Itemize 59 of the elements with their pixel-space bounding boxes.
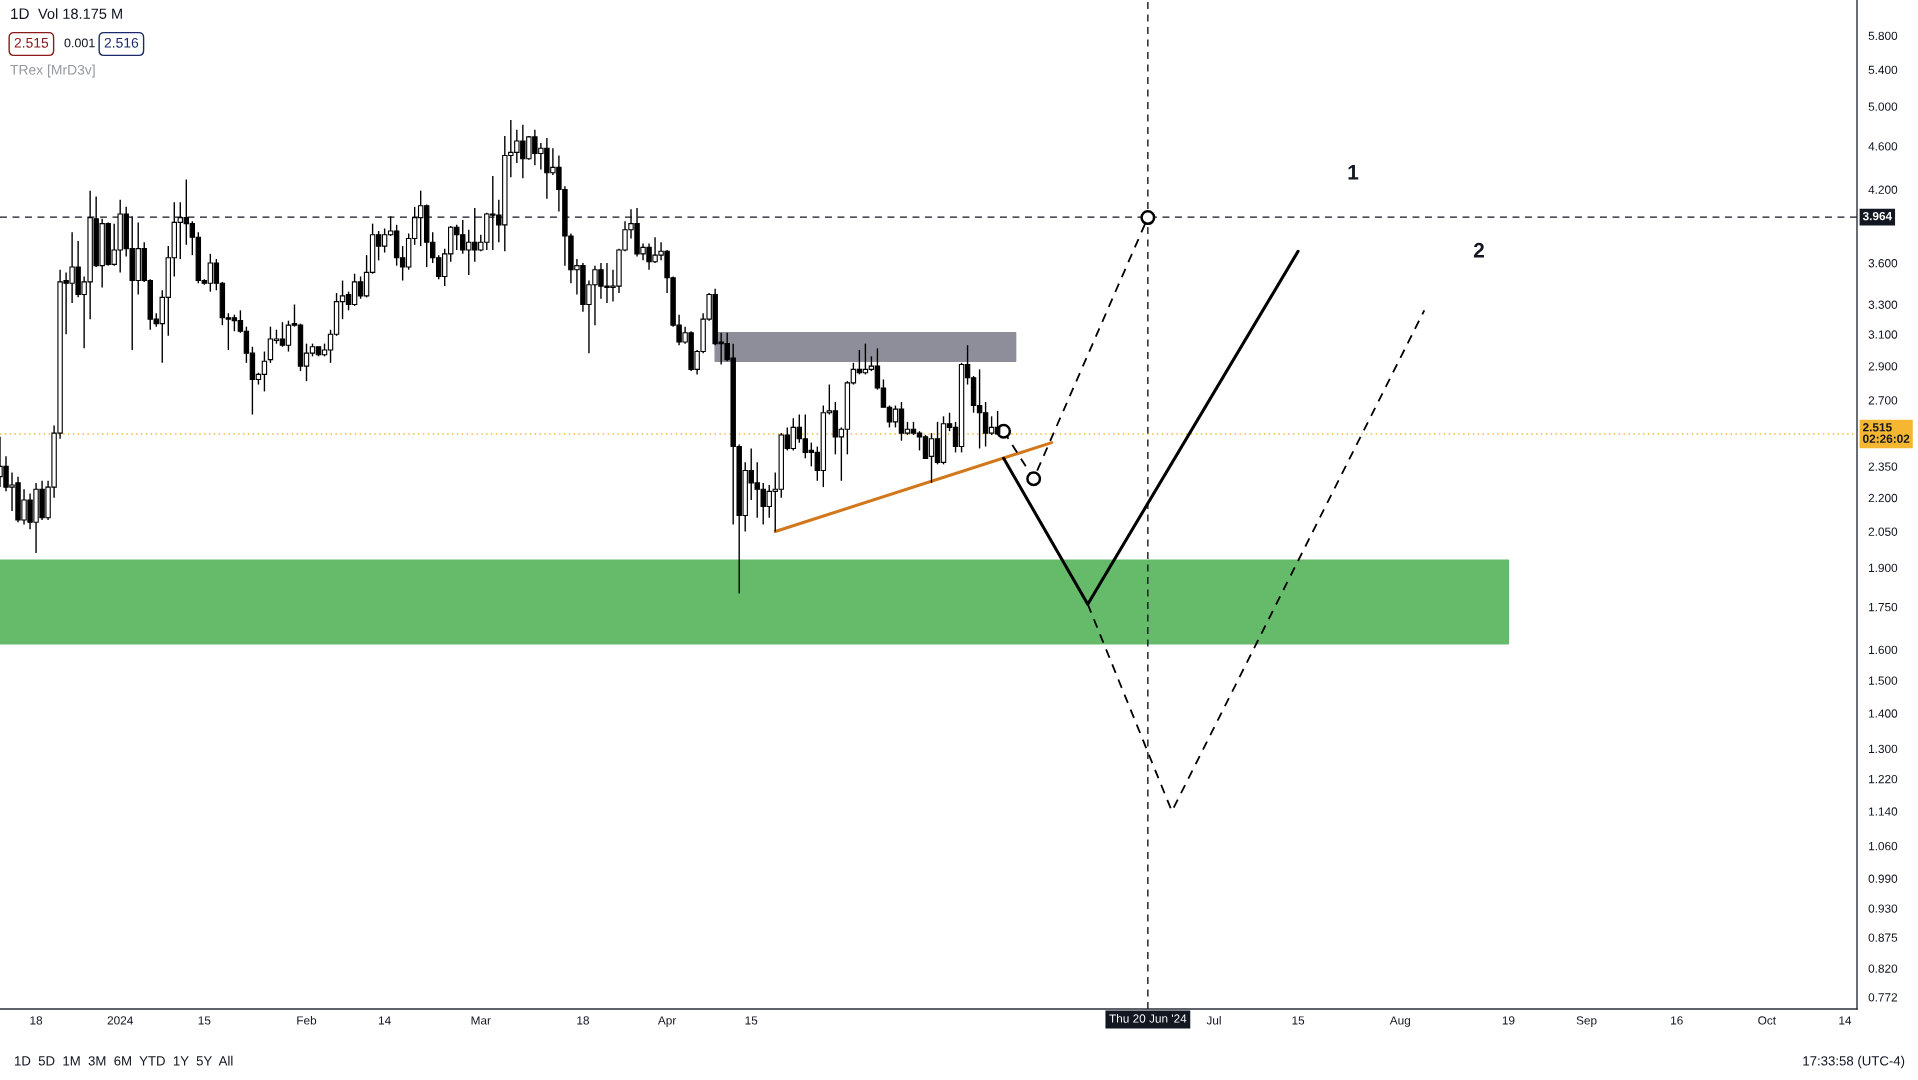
annotation: 2 [1473,242,1484,258]
y-tick-label: 2.900 [1868,362,1898,371]
text: 1D 5D 1M 3M 6M YTD 1Y 5Y All [15,1055,233,1066]
ref-line-label: 3.964 [1862,211,1893,221]
y-tick-label: 1.600 [1869,645,1898,655]
annotation: 2.516 [104,37,139,48]
point [1140,210,1156,226]
x-tick-label: Mar [471,1016,491,1025]
x-tick-label: 15 [198,1016,211,1025]
y-tick-label: 2.050 [1868,527,1898,536]
annotation: Vol 18.175 M [38,8,122,19]
y-tick-label: 2.200 [1868,493,1898,503]
annotation: 2.515 [14,37,49,48]
x-tick-label: 15 [1292,1016,1305,1025]
x-tick-label: Apr [657,1016,677,1027]
y-tick-label: 2.700 [1868,396,1898,405]
x-tick-label: 19 [1502,1016,1515,1025]
y-tick-label: 1.750 [1869,602,1898,612]
y-tick-label: 4.200 [1868,185,1898,194]
y-tick-label: 3.300 [1868,300,1898,309]
x-tick-label: Aug [1389,1016,1410,1027]
y-tick-label: 4.600 [1868,142,1898,151]
x-tick-label: 18 [577,1016,589,1025]
y-tick-label: 5.800 [1868,31,1898,41]
chart-title: 1D [11,8,29,19]
y-tick-label: 1.500 [1869,676,1898,685]
y-tick-label: 1.400 [1869,709,1898,718]
y-tick-label: 1.140 [1869,807,1898,816]
x-tick-label: 14 [1839,1016,1852,1025]
y-tick-label: 5.400 [1868,65,1898,75]
ref-line-label: Thu 20 Jun '24 [1109,1014,1187,1023]
x-tick-label: Jul [1206,1015,1221,1025]
y-tick-label: 0.820 [1868,964,1898,973]
y-tick-label: 2.350 [1868,462,1898,471]
x-tick-label: Oct [1758,1016,1776,1025]
y-tick-label: 1.300 [1869,744,1898,754]
y-tick-label: 0.772 [1868,993,1898,1002]
y-tick-label: 0.875 [1868,933,1898,942]
x-tick-label: Feb [297,1015,317,1025]
y-tick-label: 3.100 [1868,330,1898,339]
annotation: 1 [1348,165,1359,180]
y-tick-label: 1.220 [1869,774,1898,784]
x-tick-label: 2024 [107,1016,133,1025]
y-tick-label: 1.900 [1869,563,1898,573]
x-tick-label: 18 [30,1016,43,1025]
ref-line-label: 2.515 02:26:02 [1862,423,1910,443]
x-tick-label: Sep [1576,1016,1597,1027]
annotation: TRex [MrD3v] [10,64,95,78]
y-tick-label: 0.930 [1868,904,1898,913]
annotation: 0.001 [64,38,95,48]
x-tick-label: 15 [745,1016,758,1025]
y-tick-label: 5.000 [1868,102,1898,111]
y-tick-label: 0.990 [1868,874,1898,883]
point [1026,471,1042,487]
y-tick-label: 3.600 [1868,259,1898,268]
text: 17:33:58 (UTC-4) [1803,1055,1905,1069]
x-tick-label: 14 [378,1016,391,1025]
y-tick-label: 1.060 [1869,841,1898,851]
x-tick-label: 16 [1671,1016,1683,1025]
